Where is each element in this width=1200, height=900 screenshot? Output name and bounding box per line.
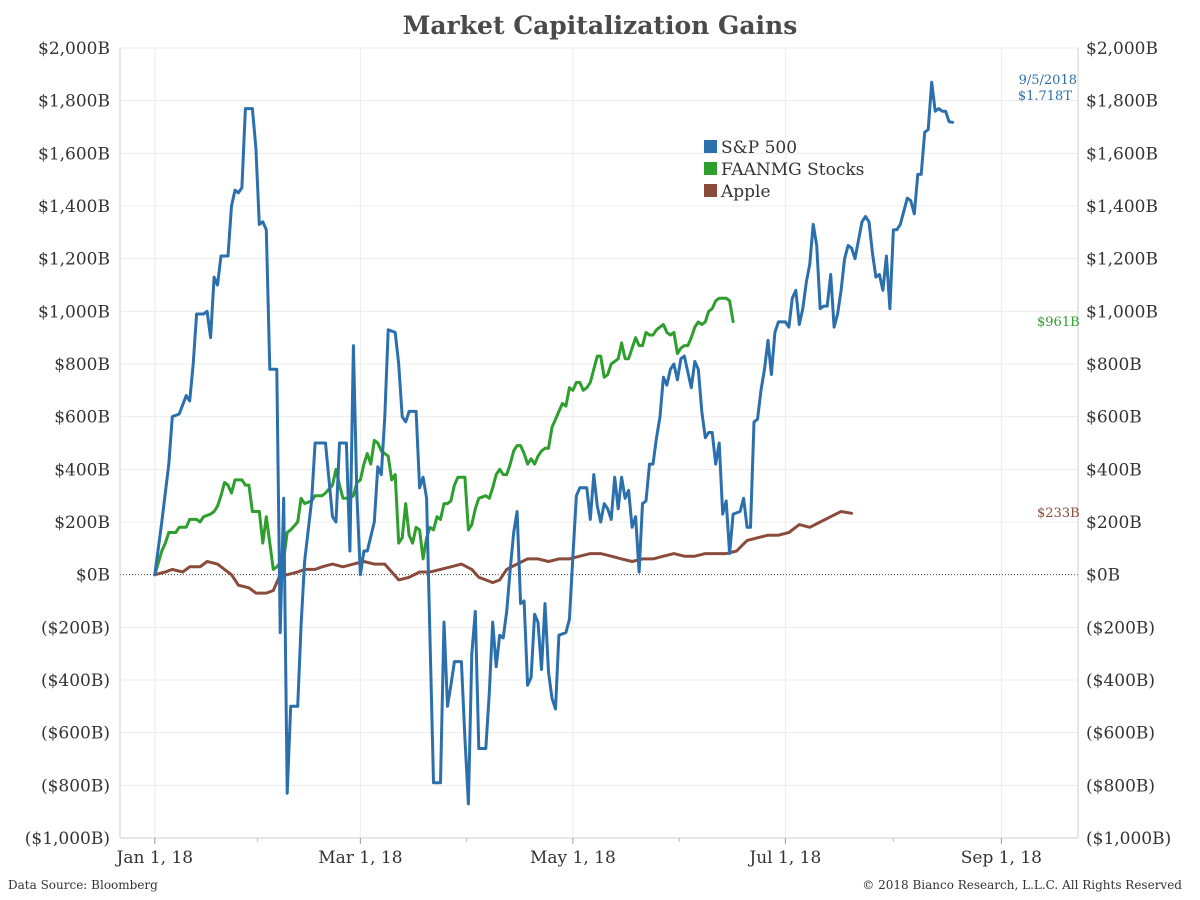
y-tick-label-left: $800B: [54, 355, 110, 375]
x-tick-label: Jan 1, 18: [115, 848, 194, 868]
y-tick-label-right: ($800B): [1086, 776, 1155, 796]
y-tick-label-right: $1,000B: [1086, 302, 1158, 322]
footer-source: Data Source: Bloomberg: [8, 878, 158, 892]
annotation-sp500-date: 9/5/2018: [1019, 73, 1077, 88]
y-tick-label-left: $1,600B: [38, 144, 110, 164]
axes: $2,000B $2,000B $1,800B $1,800B $1,600B $1,60…: [25, 39, 1172, 868]
legend: S&P 500 FAANMG Stocks Apple: [704, 138, 864, 202]
x-tick-label: Mar 1, 18: [318, 848, 402, 868]
y-tick-label-right: $2,000B: [1086, 39, 1158, 59]
series-line-sp500: [153, 80, 955, 806]
legend-swatch-apple: [704, 184, 717, 197]
x-tick-label: Sep 1, 18: [961, 848, 1042, 868]
y-tick-label-right: $400B: [1086, 460, 1142, 480]
y-tick-label-left: $200B: [54, 513, 110, 533]
legend-swatch-faanmg: [704, 162, 717, 175]
y-tick-label-left: $400B: [54, 460, 110, 480]
y-tick-label-right: ($600B): [1086, 724, 1155, 744]
y-tick-label-right: $600B: [1086, 408, 1142, 428]
x-tick-label: Jul 1, 18: [747, 848, 821, 868]
chart-title: Market Capitalization Gains: [403, 11, 798, 40]
legend-swatch-sp500: [704, 140, 717, 153]
series-lines: [153, 80, 955, 806]
y-tick-label-right: $1,800B: [1086, 92, 1158, 112]
y-tick-label-right: $0B: [1086, 566, 1120, 586]
series-line-faanmg: [153, 296, 735, 577]
y-tick-label-left: ($200B): [41, 618, 110, 638]
footer-copyright: © 2018 Bianco Research, L.L.C. All Right…: [862, 878, 1182, 892]
y-tick-label-right: $200B: [1086, 513, 1142, 533]
x-tick-label: May 1, 18: [530, 848, 616, 868]
y-tick-label-left: ($600B): [41, 724, 110, 744]
y-tick-label-left: ($1,000B): [25, 829, 110, 849]
y-tick-label-left: $1,200B: [38, 250, 110, 270]
annotation-sp500-value: $1.718T: [1018, 89, 1072, 104]
y-tick-label-left: $600B: [54, 408, 110, 428]
y-tick-label-left: $2,000B: [38, 39, 110, 59]
annotation-faanmg-value: $961B: [1037, 315, 1080, 330]
y-tick-label-right: $800B: [1086, 355, 1142, 375]
legend-label-sp500: S&P 500: [721, 138, 797, 158]
y-tick-label-left: ($400B): [41, 671, 110, 691]
legend-label-apple: Apple: [720, 182, 771, 202]
y-tick-label-right: ($400B): [1086, 671, 1155, 691]
y-tick-label-left: ($800B): [41, 776, 110, 796]
series-line-apple: [153, 510, 854, 595]
y-tick-label-left: $0B: [76, 566, 110, 586]
legend-label-faanmg: FAANMG Stocks: [721, 160, 864, 180]
y-tick-label-left: $1,000B: [38, 302, 110, 322]
y-tick-label-right: $1,200B: [1086, 250, 1158, 270]
legend-item-apple: Apple: [704, 182, 771, 202]
y-tick-label-left: $1,800B: [38, 92, 110, 112]
y-tick-label-left: $1,400B: [38, 197, 110, 217]
y-tick-label-right: ($1,000B): [1086, 829, 1171, 849]
y-tick-label-right: $1,400B: [1086, 197, 1158, 217]
legend-item-sp500: S&P 500: [704, 138, 797, 158]
legend-item-faanmg: FAANMG Stocks: [704, 160, 864, 180]
annotation-apple-value: $233B: [1037, 506, 1080, 521]
y-tick-label-right: $1,600B: [1086, 144, 1158, 164]
y-tick-label-right: ($200B): [1086, 618, 1155, 638]
